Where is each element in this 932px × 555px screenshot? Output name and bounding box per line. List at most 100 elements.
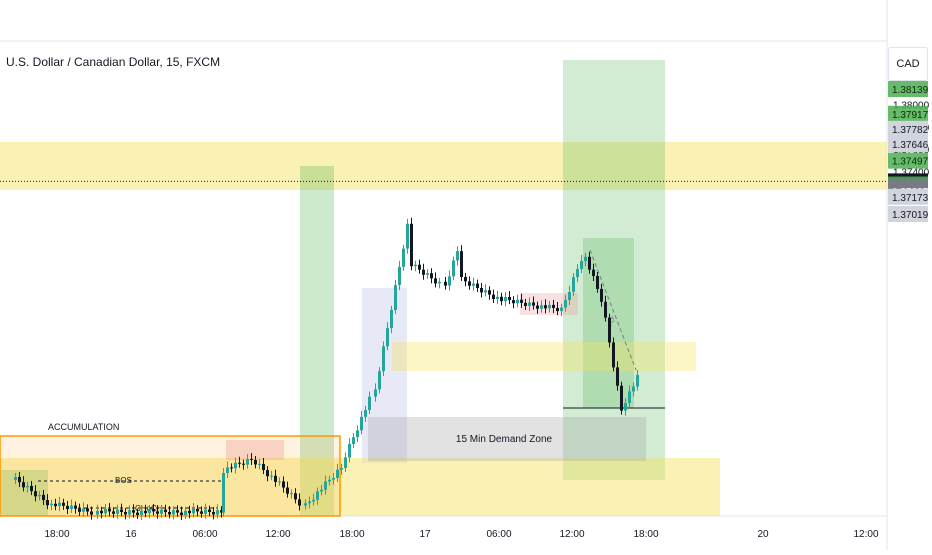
- candle-body: [242, 463, 245, 465]
- candle-body: [352, 437, 355, 444]
- candle-body: [304, 503, 307, 506]
- candle-body: [274, 475, 277, 482]
- candle-body: [140, 510, 143, 515]
- candle-body: [144, 510, 147, 514]
- price-label-bg: [888, 152, 928, 169]
- candle-body: [86, 508, 89, 512]
- candle-body: [298, 499, 301, 506]
- accumulation-box: [0, 435, 341, 517]
- candle-body: [188, 510, 191, 514]
- candle-body: [496, 296, 499, 299]
- candle-body: [100, 510, 103, 514]
- currency-button[interactable]: CAD: [888, 47, 928, 81]
- candle-body: [18, 477, 21, 483]
- price-label-bg: [888, 120, 928, 137]
- candle-body: [500, 296, 503, 302]
- x-tick-label: 17: [419, 529, 431, 540]
- candle-body: [38, 494, 41, 497]
- candle-body: [308, 501, 311, 504]
- y-tick-label: 1.37400: [893, 167, 930, 178]
- candle-body: [116, 509, 119, 514]
- candle-body: [82, 508, 85, 512]
- candle-body: [136, 512, 139, 515]
- candle-body: [208, 509, 211, 512]
- candle-body: [34, 491, 37, 497]
- candle-body: [572, 277, 575, 292]
- candle-body: [356, 430, 359, 438]
- candle-body: [516, 299, 519, 304]
- price-label: 1.37497: [892, 157, 929, 168]
- reaction-zone: [392, 342, 696, 371]
- candle-body: [410, 223, 413, 267]
- candle-body: [444, 281, 447, 286]
- candle-body: [452, 260, 455, 277]
- candle-body: [332, 478, 335, 480]
- candle-body: [348, 443, 351, 458]
- lower-demand-zone: [0, 458, 720, 516]
- candle-body: [632, 386, 635, 392]
- candle-body: [620, 385, 623, 411]
- candle-body: [580, 261, 583, 270]
- candle-body: [66, 505, 69, 510]
- candle-body: [96, 510, 99, 515]
- candle-body: [426, 273, 429, 275]
- candle-body: [390, 309, 393, 329]
- price-label-bg: [888, 81, 928, 97]
- x-tick-label: 12:00: [559, 529, 584, 540]
- candle-body: [464, 277, 467, 282]
- candle-body: [108, 509, 111, 512]
- candle-body: [324, 481, 327, 490]
- price-label: 1.37917: [892, 110, 929, 121]
- candle-body: [588, 256, 591, 270]
- candle-body: [320, 489, 323, 492]
- accumulation-label: ACCUMULATION: [48, 422, 119, 432]
- candle-body: [160, 509, 163, 514]
- candle-body: [430, 273, 433, 279]
- candle-body: [628, 391, 631, 403]
- candle-body: [278, 481, 281, 483]
- x-tick-label: 06:00: [486, 529, 511, 540]
- candle-body: [612, 342, 615, 368]
- candle-body: [560, 307, 563, 312]
- candle-body: [584, 256, 587, 261]
- candle-body: [290, 493, 293, 495]
- candle-body: [520, 299, 523, 303]
- candle-body: [258, 463, 261, 465]
- candle-body: [168, 512, 171, 515]
- candle-body: [262, 463, 265, 471]
- candle-body: [422, 269, 425, 275]
- candle-body: [148, 509, 151, 514]
- candle-body: [536, 305, 539, 309]
- candle-body: [246, 459, 249, 465]
- candle-body: [504, 297, 507, 302]
- candle-body: [316, 491, 319, 500]
- supply-zone: [0, 142, 887, 190]
- candle-body: [596, 276, 599, 289]
- candle-body: [548, 304, 551, 309]
- choch-label: CHoCH: [135, 504, 163, 513]
- candle-body: [528, 302, 531, 306]
- candle-body: [480, 288, 483, 293]
- candle-body: [476, 283, 479, 288]
- candle-body: [556, 307, 559, 312]
- price-label-bg: [888, 105, 928, 122]
- candle-body: [398, 266, 401, 286]
- candle-body: [184, 510, 187, 515]
- price-label-bg: [888, 188, 928, 205]
- candle-body: [564, 300, 567, 308]
- candle-body: [230, 467, 233, 469]
- candle-body: [608, 317, 611, 343]
- candle-body: [488, 290, 491, 295]
- candle-body: [512, 300, 515, 304]
- candle-body: [282, 481, 285, 488]
- candle-body: [46, 500, 49, 506]
- pink-box-1: [226, 440, 284, 460]
- candle-body: [484, 290, 487, 293]
- green-zone-2: [563, 60, 665, 480]
- candle-body: [604, 301, 607, 318]
- candle-body: [124, 512, 127, 515]
- candle-body: [196, 509, 199, 512]
- candle-body: [402, 248, 405, 267]
